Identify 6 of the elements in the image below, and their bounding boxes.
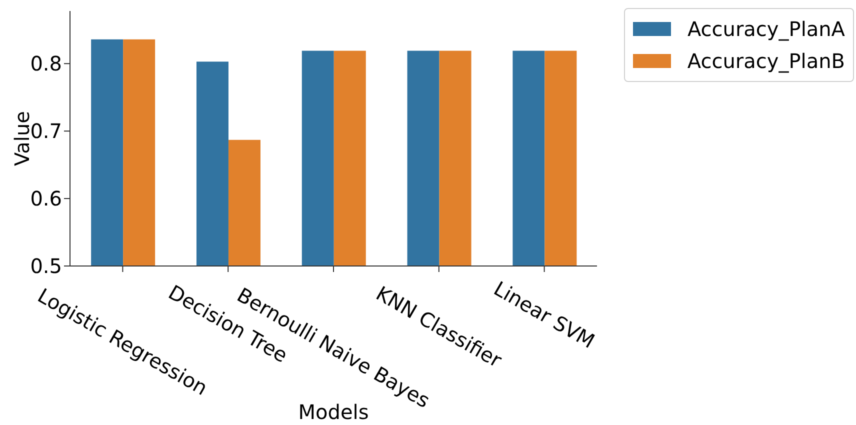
y-tick-label: 0.8 <box>30 52 62 76</box>
x-axis-title: Models <box>298 400 369 424</box>
legend-label: Accuracy_PlanA <box>687 17 845 41</box>
y-tick-label: 0.6 <box>30 186 62 211</box>
y-tick-label: 0.5 <box>30 254 62 278</box>
legend-label: Accuracy_PlanB <box>687 49 845 73</box>
